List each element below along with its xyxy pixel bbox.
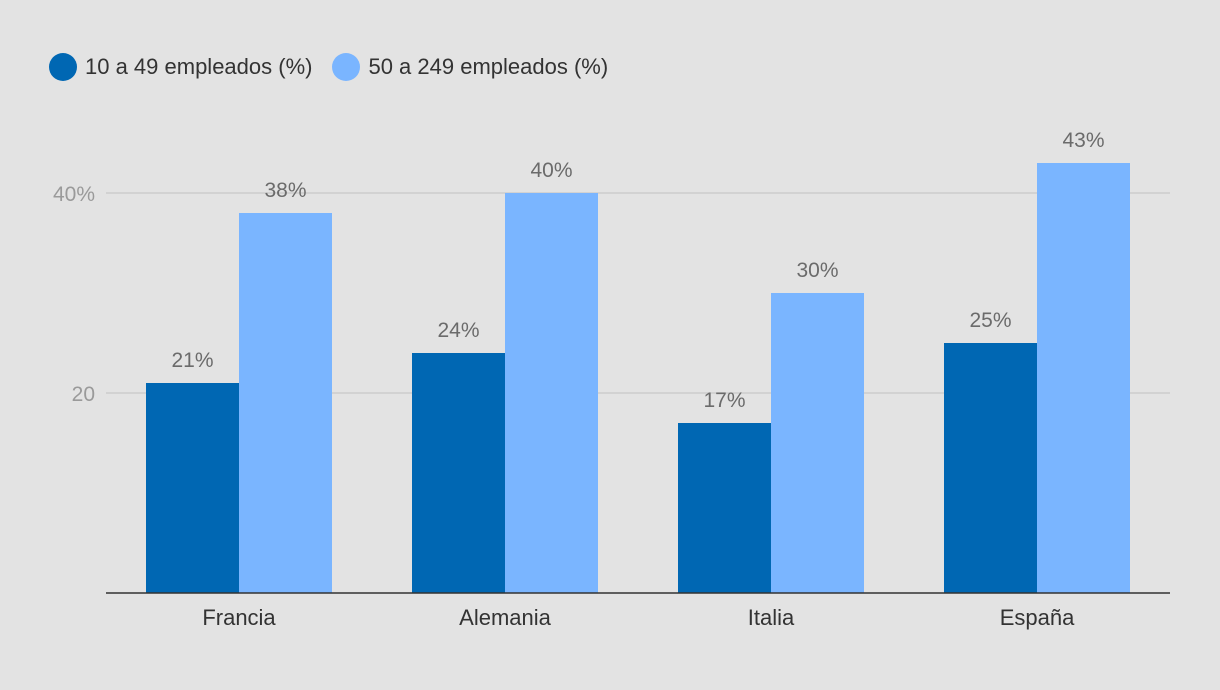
legend-swatch xyxy=(332,53,361,81)
legend: 10 a 49 empleados (%) 50 a 249 empleados … xyxy=(49,53,628,81)
data-label: 30% xyxy=(796,259,838,282)
bar xyxy=(146,383,239,593)
bar xyxy=(239,213,332,593)
x-tick-label: España xyxy=(1000,605,1075,630)
legend-item: 10 a 49 empleados (%) xyxy=(49,53,312,81)
legend-swatch xyxy=(49,53,77,81)
data-label: 21% xyxy=(171,349,213,372)
data-label: 38% xyxy=(264,179,306,202)
data-label: 25% xyxy=(969,309,1011,332)
data-label: 40% xyxy=(530,159,572,182)
bar xyxy=(771,293,864,593)
bar xyxy=(944,343,1037,593)
x-tick-label: Italia xyxy=(748,605,795,630)
data-label: 43% xyxy=(1062,129,1104,152)
legend-label: 50 a 249 empleados (%) xyxy=(368,54,609,79)
x-tick-label: Francia xyxy=(202,605,276,630)
legend-item: 50 a 249 empleados (%) xyxy=(332,53,608,81)
y-tick-label: 40% xyxy=(53,183,95,206)
bar xyxy=(1037,163,1130,593)
legend-label: 10 a 49 empleados (%) xyxy=(85,54,313,79)
x-tick-label: Alemania xyxy=(459,605,551,630)
bar xyxy=(412,353,505,593)
bar xyxy=(678,423,771,593)
bar xyxy=(505,193,598,593)
y-tick-label: 20 xyxy=(72,383,95,406)
data-label: 24% xyxy=(437,319,479,342)
data-label: 17% xyxy=(703,389,745,412)
